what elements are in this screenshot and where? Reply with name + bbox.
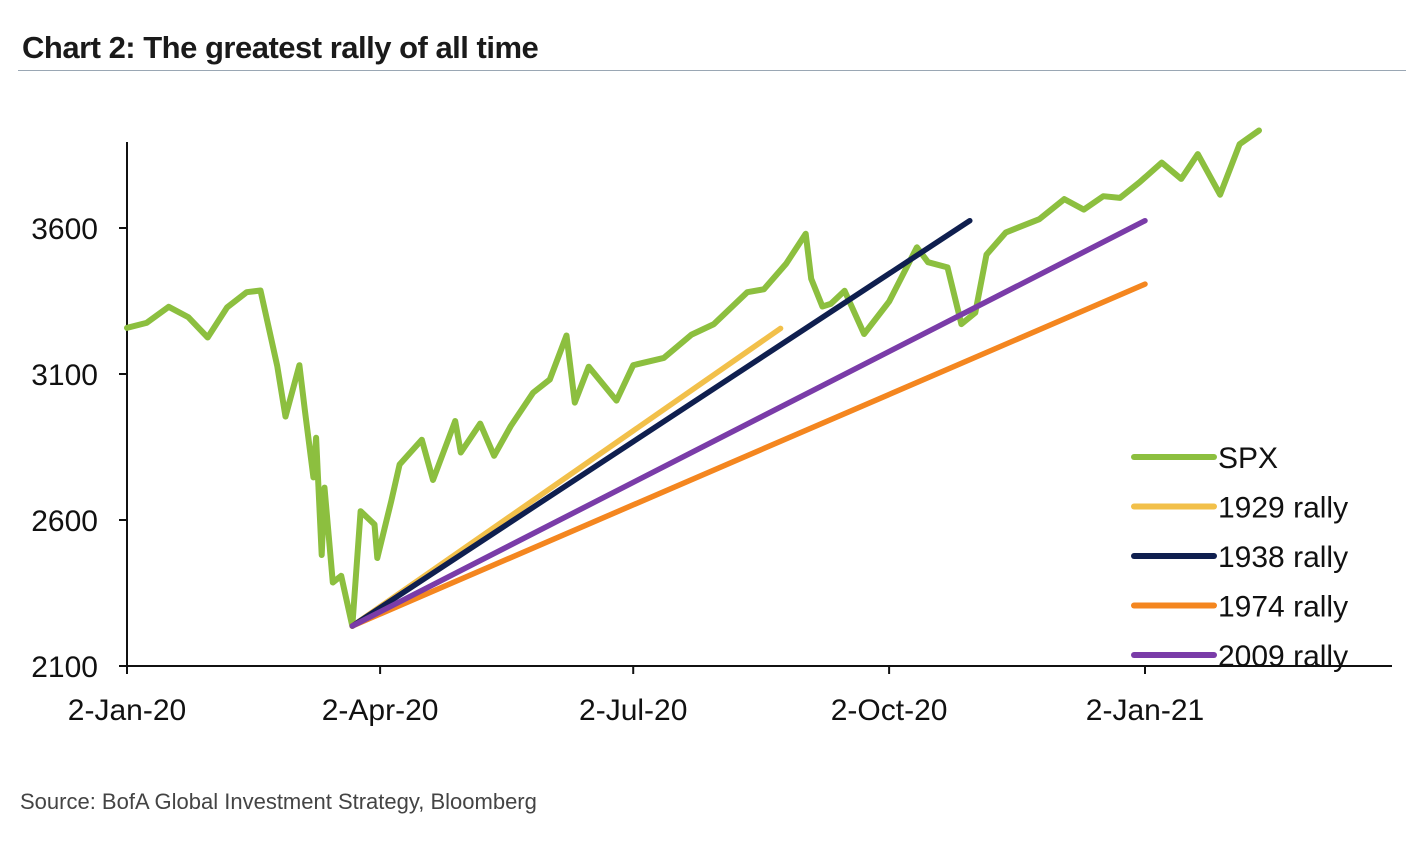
y-tick-label: 2100 [31,651,98,684]
x-tick-label: 2-Jul-20 [579,694,687,727]
y-tick-label: 3100 [31,359,98,392]
series-line-1974-rally [349,281,1148,629]
series-line-spx [124,127,1262,629]
legend-label: 1938 rally [1218,541,1348,574]
source-note: Source: BofA Global Investment Strategy,… [20,789,537,814]
series-line-1938-rally [349,217,973,629]
legend-label: 1974 rally [1218,591,1348,624]
x-tick-label: 2-Jan-21 [1086,694,1204,727]
x-tick-label: 2-Oct-20 [831,694,948,727]
axes: 2100 2600 3100 3600 2-Jan-20 2-Apr-20 2-Jul-20… [31,142,1392,727]
line-chart: 2100 2600 3100 3600 2-Jan-20 2-Apr-20 2-Jul-20… [31,127,1392,727]
series-line-2009-rally [349,217,1148,629]
title-divider [18,70,1406,71]
chart-title: Chart 2: The greatest rally of all time [22,30,539,65]
legend: SPX 1929 rally 1938 rally 1974 rally 2009 ra… [1131,442,1348,673]
legend-label: 1929 rally [1218,492,1348,525]
y-tick-label: 2600 [31,505,98,538]
legend-label: SPX [1218,442,1278,475]
legend-label: 2009 rally [1218,640,1348,673]
x-tick-label: 2-Apr-20 [322,694,439,727]
y-tick-label: 3600 [31,213,98,246]
series-layer [124,127,1262,629]
x-tick-label: 2-Jan-20 [68,694,186,727]
